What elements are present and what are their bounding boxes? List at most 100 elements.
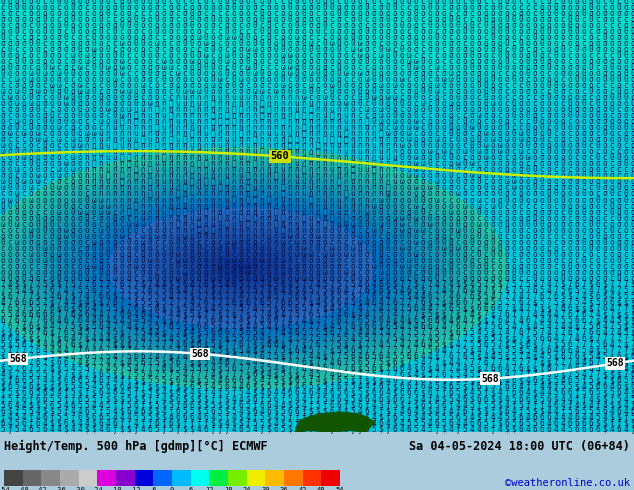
- Text: u: u: [323, 111, 327, 120]
- Text: $: $: [603, 425, 607, 434]
- Text: ω: ω: [344, 268, 348, 277]
- Text: o: o: [574, 129, 579, 138]
- Text: ƒ: ƒ: [169, 383, 173, 392]
- Text: c: c: [428, 111, 432, 120]
- Text: ω: ω: [183, 232, 187, 241]
- Text: ο: ο: [155, 0, 159, 5]
- Text: η: η: [274, 190, 278, 198]
- Text: 0: 0: [512, 99, 516, 108]
- Text: ∩: ∩: [162, 129, 166, 138]
- Text: u: u: [323, 99, 327, 108]
- Text: c: c: [134, 250, 138, 259]
- Text: ο: ο: [148, 51, 152, 60]
- Text: ο: ο: [42, 21, 48, 29]
- Text: σ: σ: [421, 256, 425, 265]
- Text: 6: 6: [589, 328, 593, 337]
- Text: o: o: [512, 51, 516, 60]
- Text: u: u: [351, 190, 355, 198]
- Text: ƒ: ƒ: [456, 425, 460, 434]
- Text: 5: 5: [148, 304, 152, 313]
- Text: 0: 0: [113, 220, 117, 229]
- Text: σ: σ: [288, 26, 292, 36]
- Text: σ: σ: [519, 165, 523, 174]
- Text: c: c: [141, 226, 145, 235]
- Text: 6: 6: [288, 298, 292, 307]
- Text: ο: ο: [491, 57, 495, 66]
- Text: ω: ω: [162, 63, 166, 72]
- Text: 0: 0: [449, 172, 453, 180]
- Text: 5: 5: [512, 394, 516, 403]
- Text: c: c: [42, 274, 48, 283]
- Text: ω: ω: [1, 141, 5, 150]
- Text: 5: 5: [42, 370, 48, 379]
- Text: 5: 5: [316, 400, 320, 410]
- Text: ο: ο: [470, 117, 474, 126]
- Text: σ: σ: [210, 21, 216, 29]
- Text: c: c: [617, 15, 621, 24]
- Text: σ: σ: [302, 268, 306, 277]
- Text: 0: 0: [477, 232, 481, 241]
- Text: n: n: [169, 220, 173, 229]
- Text: o: o: [435, 165, 439, 174]
- Text: 5: 5: [512, 346, 516, 355]
- Text: c: c: [406, 75, 411, 84]
- Text: ∩: ∩: [197, 196, 202, 204]
- Text: 0: 0: [456, 75, 460, 84]
- Text: ω: ω: [42, 135, 48, 144]
- Text: 0: 0: [470, 262, 474, 271]
- Text: c: c: [85, 183, 89, 193]
- Text: 7: 7: [456, 352, 460, 361]
- Text: ο: ο: [113, 93, 117, 102]
- Text: 4: 4: [519, 316, 523, 325]
- Text: η: η: [281, 220, 285, 229]
- Text: o: o: [183, 81, 187, 90]
- Text: 0: 0: [120, 2, 124, 12]
- Text: 7: 7: [526, 310, 530, 319]
- Text: n: n: [183, 153, 187, 162]
- Text: ƒ: ƒ: [330, 383, 334, 392]
- Text: 7: 7: [29, 340, 34, 349]
- Text: 5: 5: [1, 358, 5, 368]
- Text: ο: ο: [498, 117, 502, 126]
- Text: 7: 7: [120, 298, 124, 307]
- Text: ∩: ∩: [106, 196, 110, 204]
- Text: 7: 7: [15, 346, 19, 355]
- Text: ƒ: ƒ: [624, 413, 628, 421]
- Text: 7: 7: [29, 365, 34, 373]
- Text: ω: ω: [358, 69, 362, 78]
- Text: n: n: [260, 159, 264, 169]
- Text: ƒ: ƒ: [49, 413, 55, 421]
- Text: 5: 5: [217, 407, 223, 416]
- Text: ο: ο: [553, 214, 559, 222]
- Text: n: n: [162, 190, 166, 198]
- Text: 7: 7: [498, 310, 502, 319]
- Text: ο: ο: [406, 141, 411, 150]
- Text: ο: ο: [351, 0, 355, 5]
- Text: 0: 0: [470, 141, 474, 150]
- Text: c: c: [470, 129, 474, 138]
- Text: ο: ο: [498, 15, 502, 24]
- Text: ο: ο: [553, 123, 559, 132]
- Text: $: $: [134, 292, 138, 301]
- Text: η: η: [148, 123, 152, 132]
- Text: ก: ก: [210, 129, 216, 138]
- Text: ω: ω: [365, 105, 370, 114]
- Text: n: n: [253, 141, 257, 150]
- Text: 0: 0: [281, 244, 285, 253]
- Text: 5: 5: [477, 340, 481, 349]
- Text: c: c: [15, 172, 19, 180]
- Text: o: o: [610, 15, 614, 24]
- Text: c: c: [574, 256, 579, 265]
- Text: σ: σ: [267, 45, 271, 54]
- Text: n: n: [231, 226, 236, 235]
- Text: $: $: [631, 304, 634, 313]
- Text: $: $: [491, 310, 495, 319]
- Text: σ: σ: [309, 226, 313, 235]
- Text: 4: 4: [603, 413, 607, 421]
- Text: 0: 0: [253, 63, 257, 72]
- Text: o: o: [190, 274, 194, 283]
- Text: 5: 5: [491, 322, 495, 331]
- Text: ก: ก: [231, 196, 236, 204]
- Text: $: $: [295, 400, 299, 410]
- Text: ο: ο: [78, 159, 82, 169]
